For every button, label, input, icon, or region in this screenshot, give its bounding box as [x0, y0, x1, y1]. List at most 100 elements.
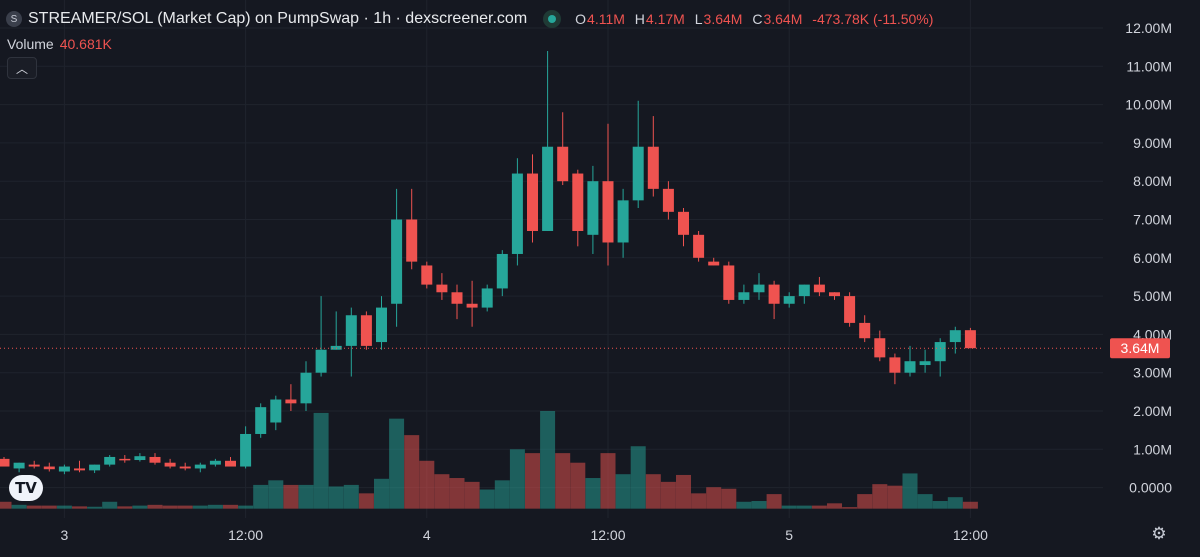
candle-body [104, 456, 116, 465]
volume-bar [26, 505, 42, 509]
candle-body [451, 292, 463, 304]
tradingview-logo[interactable]: TV [9, 475, 43, 501]
status-dot-icon[interactable] [543, 10, 562, 28]
candle-body [572, 173, 584, 231]
y-tick-label: 12.00M [1125, 20, 1172, 36]
chevron-up-icon: ︿ [15, 61, 28, 76]
volume-bar [570, 462, 586, 509]
volume-bar [721, 488, 737, 509]
volume-bar [811, 505, 827, 509]
volume-value: 40.681K [59, 36, 112, 52]
y-tick-label: 6.00M [1133, 250, 1172, 266]
candle-body [496, 253, 508, 289]
gear-icon[interactable]: ⚙ [1151, 524, 1167, 543]
y-tick-label: 10.00M [1125, 97, 1172, 113]
volume-bar [842, 507, 858, 509]
high-label: H [634, 11, 645, 27]
candle-body [270, 399, 282, 423]
volume-bar [328, 486, 344, 509]
volume-bar [192, 505, 208, 509]
close-value: 3.64M [763, 11, 803, 27]
volume-bar [268, 480, 284, 509]
volume-bar [132, 505, 148, 509]
candle-body [798, 284, 810, 297]
candle-body [511, 173, 523, 254]
volume-bar [358, 493, 374, 509]
collapse-legend-button[interactable]: ︿ [7, 57, 37, 79]
candle-body [0, 458, 10, 467]
volume-bar [691, 493, 707, 509]
volume-bar [343, 484, 359, 509]
candle-body [904, 361, 916, 373]
y-tick-label: 7.00M [1133, 212, 1172, 228]
high-value: 4.17M [645, 11, 685, 27]
candle-body [481, 288, 493, 308]
candle-body [421, 265, 433, 285]
volume-bar [404, 435, 420, 509]
candle-body [74, 468, 85, 471]
volume-bar [645, 474, 661, 509]
x-tick-label: 3 [61, 527, 69, 543]
volume-bar [117, 506, 133, 509]
candle-body [315, 349, 327, 373]
current-price-label: 3.64M [1121, 340, 1160, 356]
y-tick-label: 5.00M [1133, 288, 1172, 304]
candle-body [119, 458, 131, 461]
candle-body [149, 456, 161, 463]
candle-body [964, 330, 976, 349]
candle-body [587, 181, 599, 235]
volume-bar [207, 504, 223, 509]
volume-bar [464, 481, 480, 509]
volume-bar [706, 487, 722, 509]
chart-header: S STREAMER/SOL (Market Cap) on PumpSwap … [6, 8, 939, 30]
candle-body [708, 261, 720, 266]
x-tick-label: 12:00 [228, 527, 263, 543]
volume-bar [917, 494, 933, 509]
candle-body [89, 464, 101, 471]
candle-body [527, 173, 538, 231]
volume-bar [72, 506, 87, 509]
candle-body [783, 296, 795, 304]
volume-bar [419, 460, 435, 509]
token-icon: S [6, 11, 22, 27]
volume-bar [902, 473, 918, 509]
volume-bar [630, 446, 646, 509]
candle-body [28, 464, 40, 467]
open-value: 4.11M [587, 11, 625, 27]
candle-body [768, 284, 780, 304]
candle-body [285, 399, 297, 404]
volume-bar [374, 478, 389, 509]
candle-body [949, 330, 961, 343]
change-value: -473.78K (-11.50%) [812, 11, 934, 27]
candle-body [179, 466, 191, 469]
volume-bar [313, 412, 329, 509]
volume-bar [857, 494, 873, 509]
volume-bar [0, 501, 12, 509]
volume-bar [585, 478, 601, 509]
volume-bar [947, 497, 963, 509]
volume-bar [223, 504, 238, 509]
x-tick-label: 4 [423, 527, 431, 543]
candle-body [753, 284, 765, 293]
candle-body [919, 361, 931, 366]
volume-bar [525, 453, 540, 509]
y-tick-label: 3.00M [1133, 365, 1172, 381]
candle-body [360, 315, 372, 346]
low-value: 3.64M [703, 11, 743, 27]
volume-bar [162, 505, 178, 509]
candle-body [240, 433, 252, 467]
y-tick-label: 2.00M [1133, 403, 1172, 419]
y-tick-label: 8.00M [1133, 173, 1172, 189]
candle-body [255, 407, 267, 434]
volume-bar [253, 484, 269, 509]
volume-bar [555, 453, 571, 509]
candle-body [844, 296, 856, 323]
low-label: L [694, 11, 703, 27]
current-price-tag [1110, 338, 1170, 359]
candle-body [738, 292, 750, 300]
chart-title: STREAMER/SOL (Market Cap) on PumpSwap · … [28, 10, 528, 27]
volume-bar [389, 418, 405, 509]
volume-bar [660, 481, 676, 509]
volume-bar [102, 501, 118, 509]
